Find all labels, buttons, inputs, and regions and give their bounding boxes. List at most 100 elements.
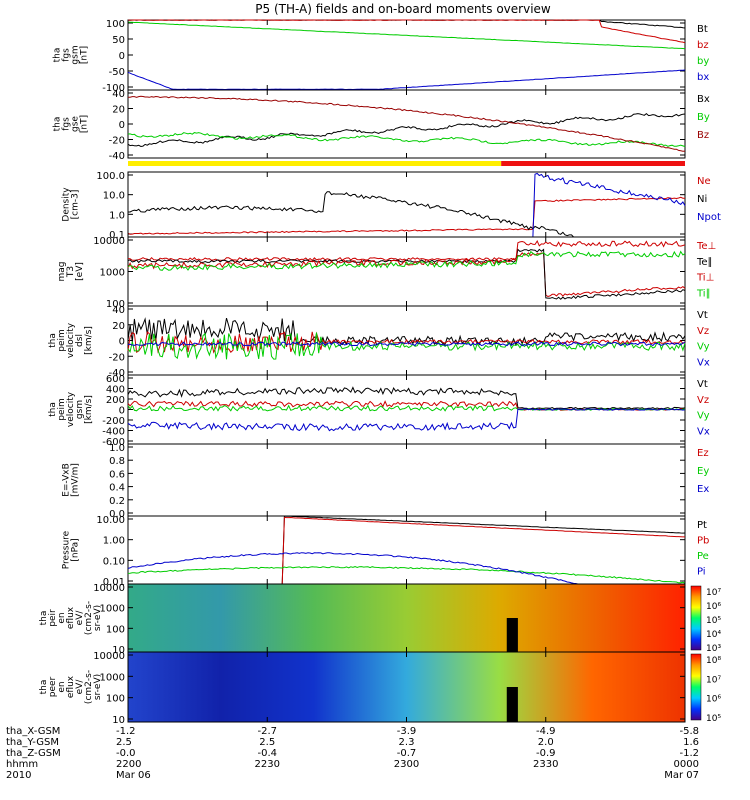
y-axis-label-line: [cm-3] — [71, 190, 81, 220]
y-axis-label: mag T3 [eV] — [57, 262, 85, 282]
spectrogram-ion_spec — [128, 584, 685, 652]
legend-entry: Pt — [697, 520, 707, 531]
x-tick-value: 2330 — [533, 759, 558, 770]
legend-entry: Vx — [697, 426, 710, 437]
trace-temp-1 — [127, 248, 686, 300]
y-tick-label: 100 — [106, 624, 125, 635]
mode-bar-slow — [128, 161, 502, 166]
legend-entry: Vy — [697, 411, 710, 422]
y-axis-label-line: peim — [57, 329, 67, 352]
y-axis-label: tha peim velocity dsl [km/s] — [48, 322, 94, 358]
chart-title: P5 (TH-A) fields and on-board moments ov… — [255, 2, 551, 16]
y-axis-label: Density [cm-3] — [62, 187, 81, 222]
y-axis-label-line: tha — [53, 117, 63, 132]
spectrogram-elec_spec — [128, 652, 685, 722]
colorbar-label: 10⁷ — [706, 588, 721, 598]
panel-efield: 1.0 0.8 0.6 0.4 0.2 0.0 E=-VxB [mV/m] Ez Ey Ex — [62, 443, 710, 520]
x-tick-value: 2.5 — [259, 737, 275, 748]
y-tick-label: 100 — [106, 694, 125, 705]
x-tick-value: -1.2 — [116, 726, 136, 737]
x-tick-value: -5.8 — [679, 726, 699, 737]
legend-entry: Ti∥ — [696, 288, 711, 299]
panel-temp: 10000 1000 100 mag T3 [eV] Te⊥ Te∥ Ti⊥ Ti∥ — [57, 236, 716, 310]
y-axis-label-line: T3 — [66, 266, 76, 278]
legend-entry: bx — [697, 72, 709, 83]
footer-row-label: tha_Z-GSM — [6, 748, 61, 759]
y-tick-label: -400 — [102, 427, 125, 438]
x-tick-value: 2300 — [394, 759, 419, 770]
x-tick-value: 2200 — [116, 759, 141, 770]
y-axis-label-line: [nT] — [80, 115, 90, 133]
y-axis-label-line: sr-eV) — [93, 674, 103, 700]
y-tick-label: 0 — [119, 120, 125, 131]
y-tick-label: 50 — [112, 35, 125, 46]
y-tick-label: 20 — [112, 105, 125, 116]
y-axis-label-line: gsm — [71, 45, 81, 64]
y-tick-label: 0.01 — [103, 577, 125, 588]
y-tick-label: 1000 — [100, 604, 125, 615]
y-axis-label-line: fgs — [62, 117, 72, 131]
x-tick-value: 0000 — [674, 759, 699, 770]
trace-fgs_dsl-1 — [127, 132, 686, 148]
y-axis-label-line: gse — [71, 116, 81, 132]
y-axis-label-line: [nPa] — [71, 538, 81, 561]
y-tick-label: -200 — [102, 416, 125, 427]
y-tick-label: -20 — [109, 352, 125, 363]
date-start: Mar 06 — [116, 770, 151, 781]
colorbar-label: 10⁶ — [706, 695, 721, 705]
y-axis-label-line: (cm2-s- — [84, 670, 94, 704]
y-axis-label: tha fgs gsm [nT] — [53, 45, 90, 64]
legend-entry: Ez — [697, 448, 709, 459]
legend-entry: Pb — [697, 536, 709, 547]
y-axis-label-line: tha — [48, 402, 58, 417]
legend-entry: Bt — [697, 24, 708, 35]
y-tick-label: 1.00 — [103, 536, 125, 547]
y-axis-label-line: Density — [62, 187, 72, 222]
y-axis-label-line: eflux — [66, 606, 76, 629]
y-tick-label: 0.8 — [109, 456, 125, 467]
x-tick-value: -3.9 — [397, 726, 417, 737]
trace-pressure-0 — [128, 515, 686, 585]
trace-temp-2 — [127, 240, 686, 270]
y-tick-label: 100 — [106, 19, 125, 30]
data-gap-elec_spec — [506, 687, 518, 722]
y-tick-label: -40 — [109, 368, 125, 379]
colorbar-label: 10⁴ — [706, 630, 721, 640]
trace-pressure-1 — [128, 516, 685, 585]
y-axis-label-line: tha — [53, 48, 63, 63]
trace-velocity_gsm-3 — [127, 408, 686, 432]
legend-entry: Vz — [697, 326, 709, 337]
panel-frame — [127, 443, 686, 517]
panel-frame — [127, 19, 686, 91]
y-tick-label: 100.0 — [96, 171, 125, 182]
y-tick-label: -50 — [109, 67, 125, 78]
y-tick-label: 0.2 — [109, 496, 125, 507]
y-tick-label: 0.0 — [109, 509, 125, 520]
y-axis-label-line: [mV/m] — [71, 463, 81, 497]
x-tick-value: 2.0 — [538, 737, 554, 748]
x-tick-value: -0.9 — [536, 748, 556, 759]
legend-entry: Ni — [697, 194, 707, 205]
y-tick-label: -20 — [109, 136, 125, 147]
y-tick-label: 0.1 — [109, 230, 125, 241]
colorbar-label: 10⁷ — [706, 675, 721, 685]
y-axis-label-line: mag — [57, 262, 67, 282]
y-axis-label-line: gsm — [75, 400, 85, 419]
legend-entry: Bz — [697, 130, 709, 141]
y-axis-label-line: tha — [39, 680, 49, 695]
y-axis-label-line: peim — [57, 398, 67, 421]
colorbar-elec_spec — [690, 653, 702, 721]
y-tick-label: -40 — [109, 151, 125, 162]
legend-entry: Pi — [697, 567, 706, 578]
panel-frame — [127, 515, 686, 585]
x-tick-value: -0.7 — [397, 748, 417, 759]
y-tick-label: 0 — [119, 337, 125, 348]
colorbar-ion_spec — [690, 585, 702, 651]
panel-velocity_dsl: 40 20 0 -20 -40 tha peim velocity dsl [km/s] Vt Vz V… — [48, 305, 710, 379]
y-tick-label: 100 — [106, 299, 125, 310]
colorbar-label: 10⁶ — [706, 602, 721, 612]
y-tick-label: 0 — [119, 406, 125, 417]
y-tick-label: 20 — [112, 321, 125, 332]
y-tick-label: -600 — [102, 437, 125, 448]
